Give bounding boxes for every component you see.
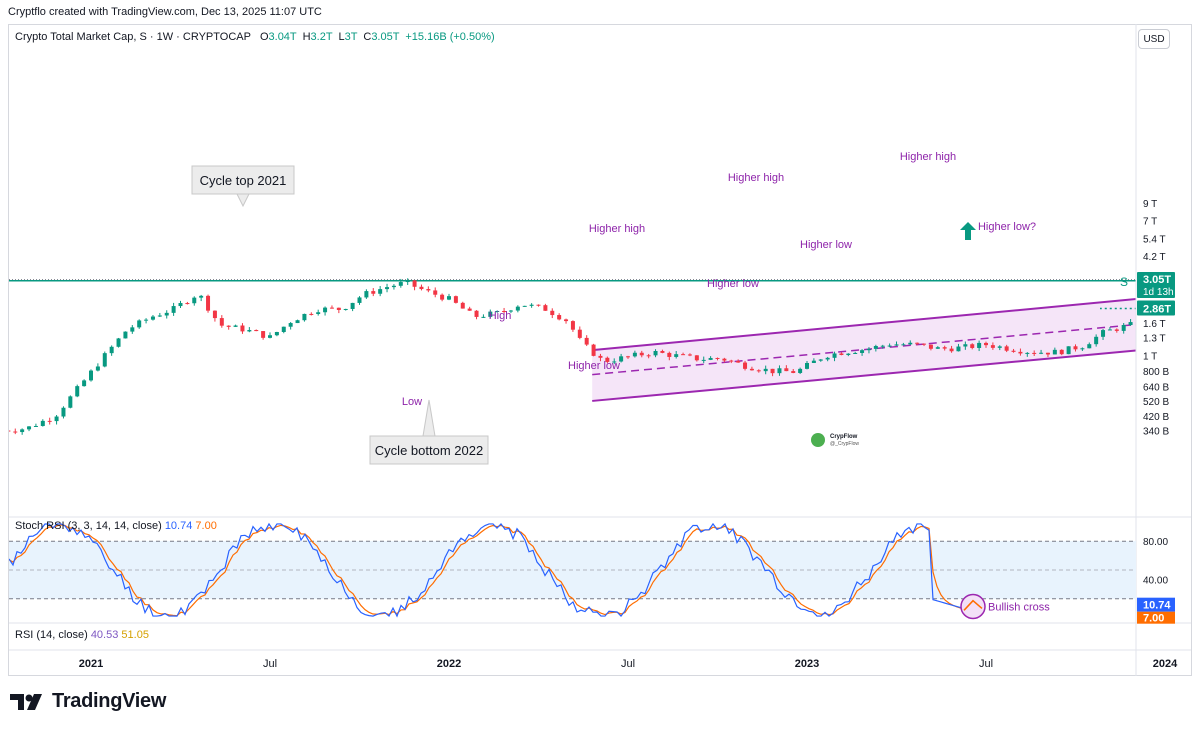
- stoch-k-value: 10.74: [164, 520, 193, 532]
- change-value: +15.16B (+0.50%): [405, 31, 495, 43]
- attribution: Cryptflo created with TradingView.com, D…: [8, 6, 322, 18]
- rsi-ma-value: 51.05: [121, 629, 149, 641]
- high-value: H3.2T: [302, 31, 333, 43]
- footer-logo[interactable]: TradingView: [10, 690, 166, 713]
- tradingview-logo-icon: [10, 693, 42, 710]
- candle-body: [0, 430, 4, 431]
- open-value: O3.04T: [259, 31, 297, 43]
- symbol-legend: Crypto Total Market Cap, S · 1W · CRYPTO…: [15, 31, 495, 43]
- stoch-rsi-legend[interactable]: Stoch RSI (3, 3, 14, 14, close) 10.74 7.…: [15, 520, 217, 532]
- chart-frame: [8, 24, 1192, 676]
- low-value: L3T: [338, 31, 358, 43]
- close-value: C3.05T: [363, 31, 400, 43]
- tradingview-brand: TradingView: [52, 690, 167, 712]
- rsi-value: 40.53: [90, 629, 119, 641]
- currency-button[interactable]: USD: [1138, 29, 1170, 49]
- rsi-legend[interactable]: RSI (14, close) 40.53 51.05: [15, 629, 149, 641]
- stoch-d-value: 7.00: [195, 520, 217, 532]
- symbol-name[interactable]: Crypto Total Market Cap, S · 1W · CRYPTO…: [15, 31, 251, 43]
